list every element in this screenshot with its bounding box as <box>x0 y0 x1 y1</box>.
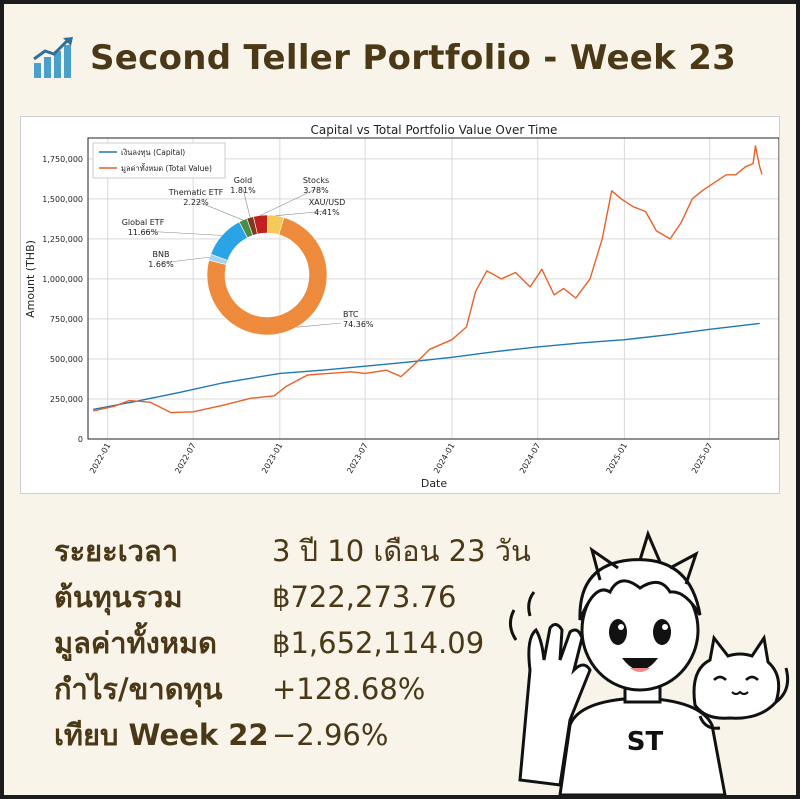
y-tick-label: 1,500,000 <box>42 195 83 204</box>
plot-area-border <box>87 137 780 440</box>
donut-label: XAU/USD <box>309 198 346 207</box>
donut-percent-label: 3.78% <box>303 186 329 195</box>
y-tick-label: 1,250,000 <box>42 235 83 244</box>
donut-leader-line <box>260 188 317 216</box>
y-tick-label: 0 <box>78 435 83 444</box>
y-tick-label: 1,750,000 <box>42 155 83 164</box>
y-tick-label: 750,000 <box>50 315 83 324</box>
x-tick-label: 2023-07 <box>345 442 370 475</box>
shirt-text: ST <box>627 727 664 757</box>
donut-slice-stocks <box>253 214 268 235</box>
donut-percent-label: 2.22% <box>183 198 209 207</box>
page-title: Second Teller Portfolio - Week 23 <box>30 30 736 86</box>
stats-panel: ระยะเวลา 3 ปี 10 เดือน 23 วัน ต้นทุนรวม … <box>54 528 531 758</box>
donut-label: Global ETF <box>122 218 165 227</box>
donut-leader-line <box>195 200 244 221</box>
stat-label: ระยะเวลา <box>54 534 178 568</box>
stat-value: −2.96% <box>272 718 389 752</box>
x-tick-label: 2025-07 <box>690 442 715 475</box>
stat-row-duration: ระยะเวลา 3 ปี 10 เดือน 23 วัน <box>54 528 531 574</box>
x-tick-label: 2025-01 <box>605 442 630 475</box>
donut-leader-line <box>160 256 210 264</box>
donut-label: Gold <box>234 176 252 185</box>
x-tick-label: 2022-01 <box>88 442 113 475</box>
total-value-line <box>93 145 763 414</box>
donut-percent-label: 4.41% <box>314 208 340 217</box>
x-tick-label: 2023-01 <box>260 442 285 475</box>
stat-value: 3 ปี 10 เดือน 23 วัน <box>272 534 531 568</box>
donut-percent-label: 1.81% <box>230 186 256 195</box>
stat-label: เทียบ Week 22 <box>54 718 269 752</box>
x-tick-label: 2022-07 <box>173 442 198 475</box>
stat-row-week-compare: เทียบ Week 22 −2.96% <box>54 712 531 758</box>
donut-percent-label: 1.66% <box>148 260 174 269</box>
chart-title: Capital vs Total Portfolio Value Over Ti… <box>311 123 558 137</box>
bar-chart-growth-icon <box>33 37 73 78</box>
donut-leader-line <box>242 188 251 218</box>
donut-percent-label: 74.36% <box>343 320 374 329</box>
legend-capital: เงินลงทุน (Capital) <box>121 148 185 157</box>
donut-percent-label: 11.66% <box>128 228 159 237</box>
donut-leader-line <box>296 322 342 328</box>
donut-leader-line <box>142 230 222 236</box>
donut-label: BNB <box>153 250 170 259</box>
x-axis-label: Date <box>421 477 448 490</box>
y-tick-label: 1,000,000 <box>42 275 83 284</box>
boy-and-cat-illustration: ST <box>509 529 790 795</box>
stat-row-profit-loss: กำไร/ขาดทุน +128.68% <box>54 666 531 712</box>
stat-value: ฿1,652,114.09 <box>272 626 485 660</box>
legend: เงินลงทุน (Capital) มูลค่าทั้งหมด (Total… <box>92 142 226 179</box>
stat-label: ต้นทุนรวม <box>54 580 183 614</box>
donut-slice-btc <box>206 217 328 336</box>
donut-label: BTC <box>343 310 359 319</box>
y-axis-label: Amount (THB) <box>24 240 37 318</box>
donut-label: Thematic ETF <box>168 188 224 197</box>
chart-panel: Capital vs Total Portfolio Value Over Ti… <box>20 116 780 494</box>
stat-row-capital: ต้นทุนรวม ฿722,273.76 <box>54 574 531 620</box>
x-tick-label: 2024-07 <box>518 442 543 475</box>
portfolio-chart: Capital vs Total Portfolio Value Over Ti… <box>24 123 780 490</box>
donut-label: Stocks <box>303 176 329 185</box>
page-title-text: Second Teller Portfolio - Week 23 <box>90 38 737 78</box>
x-tick-label: 2024-01 <box>432 442 457 475</box>
capital-line <box>93 322 760 411</box>
stat-label: มูลค่าทั้งหมด <box>54 626 217 660</box>
stat-value: ฿722,273.76 <box>272 580 457 614</box>
y-tick-label: 250,000 <box>50 395 83 404</box>
stat-row-total-value: มูลค่าทั้งหมด ฿1,652,114.09 <box>54 620 531 666</box>
y-tick-label: 500,000 <box>50 355 83 364</box>
donut-leader-line <box>275 210 328 216</box>
legend-total-value: มูลค่าทั้งหมด (Total Value) <box>121 163 212 173</box>
stat-label: กำไร/ขาดทุน <box>54 672 223 706</box>
stat-value: +128.68% <box>272 672 426 706</box>
